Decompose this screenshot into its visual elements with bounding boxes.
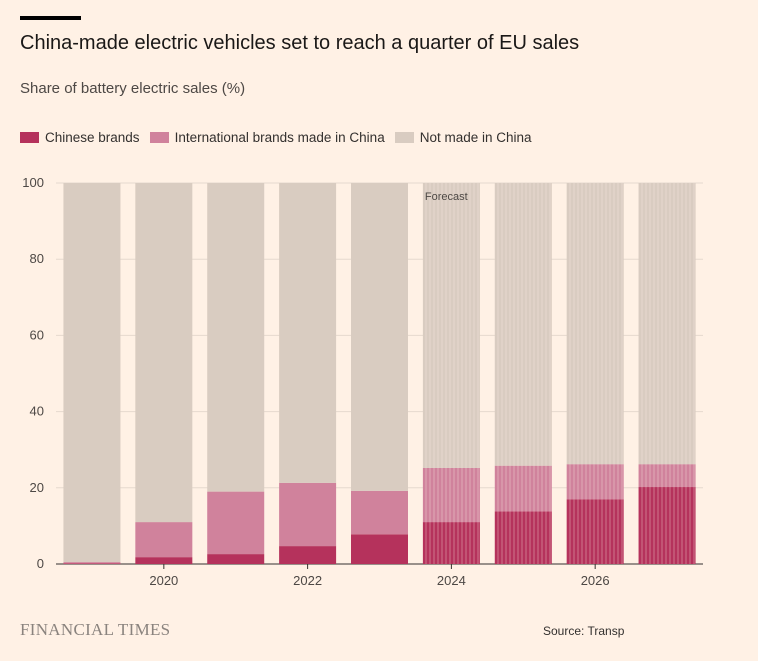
x-tick-label: 2020: [149, 573, 178, 588]
bar-segment: [207, 491, 265, 555]
y-tick-label: 80: [30, 251, 44, 266]
legend-label: International brands made in China: [174, 130, 385, 145]
bar-segment: [279, 546, 337, 564]
bar-segment: [135, 557, 193, 564]
forecast-hatch: [566, 183, 624, 465]
ft-top-rule: [20, 16, 81, 20]
forecast-hatch: [422, 522, 480, 564]
forecast-hatch: [638, 183, 696, 465]
bar-segment: [135, 183, 193, 523]
legend-item-international-brands: International brands made in China: [149, 130, 385, 145]
legend-swatch-not-made-in-china: [394, 132, 414, 143]
bar-segment: [63, 563, 121, 564]
bar-segment: [279, 183, 337, 483]
bar-segment: [351, 534, 408, 564]
legend-label: Not made in China: [419, 130, 532, 145]
y-tick-label: 60: [30, 327, 44, 342]
chart-subtitle: Share of battery electric sales (%): [20, 80, 246, 97]
legend-item-not-made-in-china: Not made in China: [394, 130, 532, 145]
legend-swatch-chinese-brands: [20, 132, 39, 143]
source-note: Source: Transp: [543, 624, 625, 638]
axes: 0 20 40 60 80 100 2020 2022 2024 Forecast 2026: [22, 175, 609, 588]
forecast-hatch: [566, 464, 624, 500]
y-tick-label: 0: [37, 556, 44, 571]
forecast-hatch: [494, 183, 552, 466]
forecast-hatch: [638, 487, 696, 564]
bar-segment: [351, 183, 408, 491]
forecast-hatch: [494, 465, 552, 512]
forecast-hatch: [494, 511, 552, 564]
legend: Chinese brands International brands made…: [20, 130, 542, 145]
bar-segment: [63, 562, 121, 564]
bar-segment: [207, 554, 265, 564]
ft-brand: FINANCIAL TIMES: [20, 620, 171, 639]
x-tick-label: 2024: [437, 573, 466, 588]
forecast-hatch: [566, 499, 624, 564]
chart-title: China-made electric vehicles set to reac…: [20, 32, 580, 54]
x-tick-label: 2022: [293, 573, 322, 588]
bar-segment: [207, 183, 265, 492]
bar-segment: [279, 482, 337, 547]
forecast-hatch: [422, 183, 480, 468]
bars: [63, 183, 696, 564]
y-tick-label: 100: [22, 175, 44, 190]
legend-item-chinese-brands: Chinese brands: [20, 130, 140, 145]
forecast-label: Forecast: [425, 191, 468, 203]
x-tick-label: 2026: [581, 573, 610, 588]
bar-segment: [63, 183, 121, 563]
legend-swatch-international-brands: [149, 132, 169, 143]
forecast-hatch: [422, 467, 480, 523]
bar-segment: [135, 522, 193, 558]
bar-segment: [351, 490, 408, 535]
y-tick-label: 40: [30, 404, 44, 419]
legend-label: Chinese brands: [45, 130, 140, 145]
forecast-hatch: [638, 464, 696, 488]
y-tick-label: 20: [30, 480, 44, 495]
